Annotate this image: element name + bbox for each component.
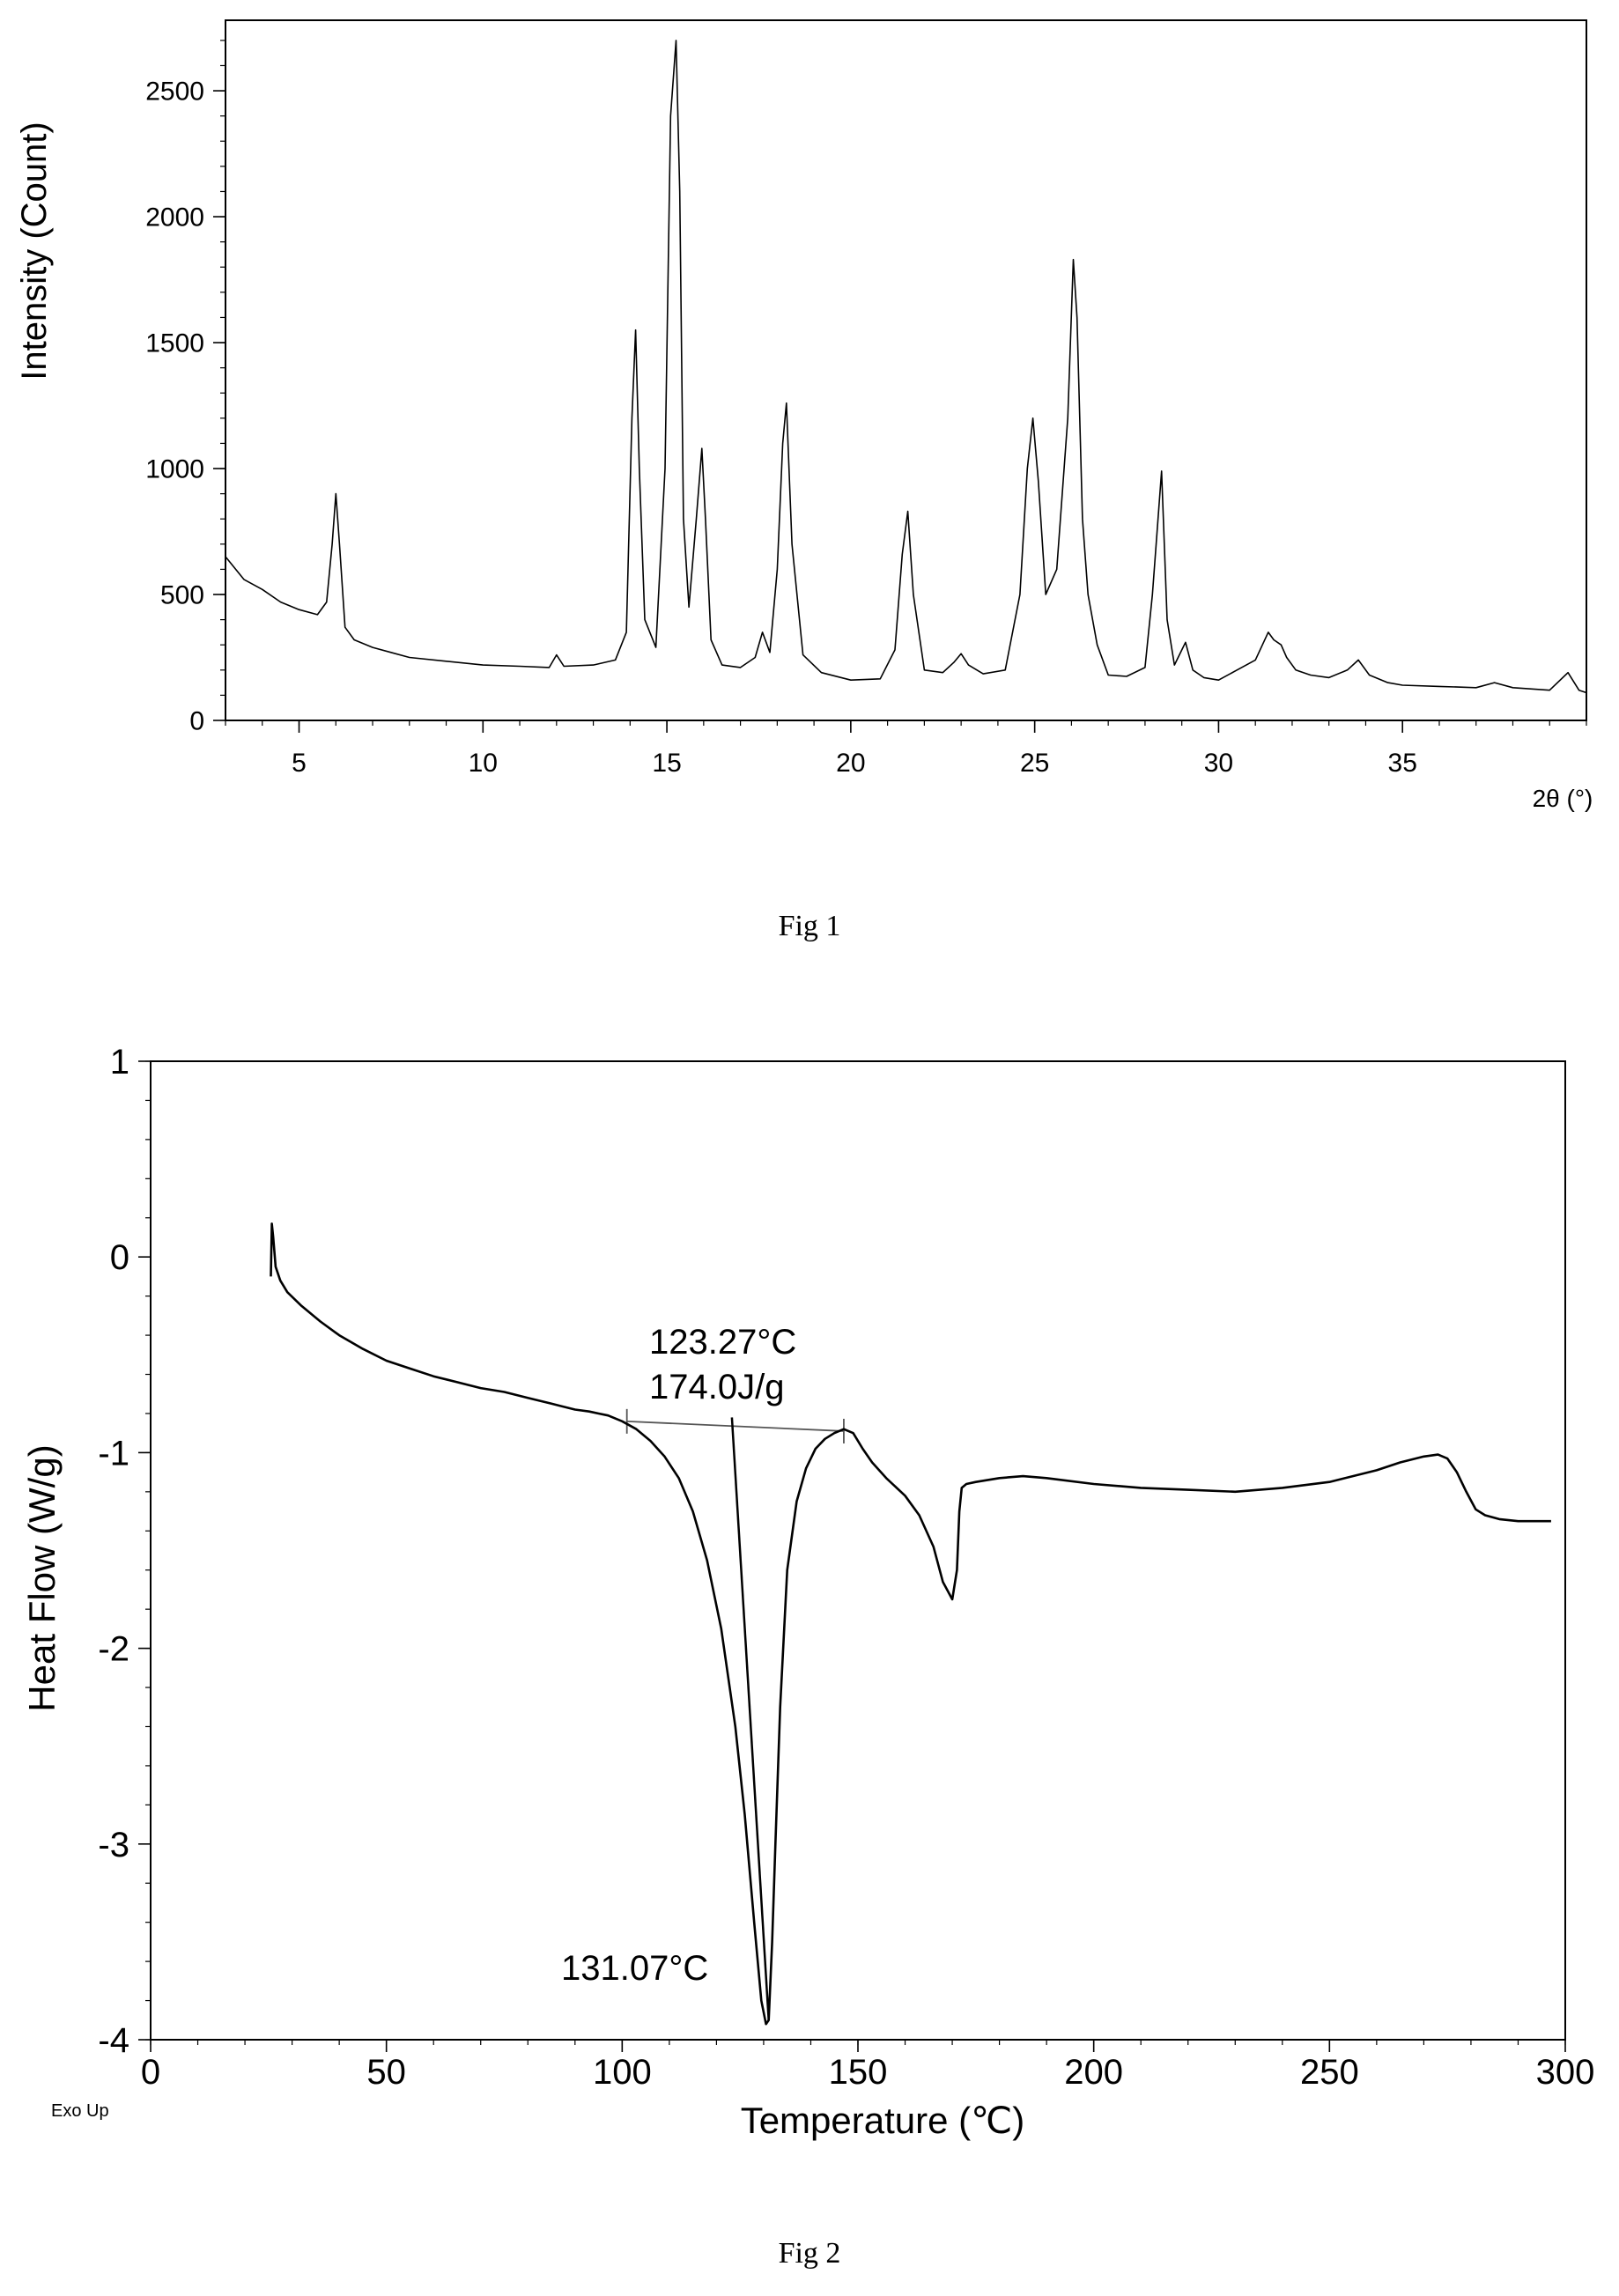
fig1-series-line (225, 40, 1587, 694)
fig1-chart: 5 10 15 20 25 30 35 0 500 1000 1500 2000 2500 Inten… (15, 19, 1593, 942)
y-tick-label: -2 (98, 1630, 129, 1669)
x-tick-label: 200 (1064, 2053, 1123, 2092)
fig2-onset-tangent (730, 1417, 770, 2020)
fig1-caption: Fig 1 (779, 910, 841, 942)
fig2-series-line (270, 1222, 1551, 2026)
x-tick-label: 5 (292, 749, 307, 778)
x-tick-label: 35 (1388, 749, 1417, 778)
y-tick-label: 1000 (145, 455, 204, 484)
fig2-caption: Fig 2 (779, 2237, 841, 2270)
x-tick-label: 0 (141, 2053, 160, 2092)
x-tick-label: 20 (836, 749, 865, 778)
x-tick-label: 150 (829, 2053, 888, 2092)
y-tick-label: 1 (110, 1043, 129, 1082)
fig1-plot-frame (225, 19, 1587, 721)
fig2-annotation-onset: 123.27°C (649, 1323, 796, 1362)
fig1-y-axis: 0 500 1000 1500 2000 2500 (145, 40, 225, 736)
x-tick-label: 30 (1204, 749, 1233, 778)
y-tick-label: -3 (98, 1826, 129, 1864)
y-tick-label: 0 (110, 1238, 129, 1277)
fig1-x-axis-label: 2θ (°) (1533, 785, 1593, 812)
fig2-integration-baseline (626, 1420, 844, 1432)
fig2-y-axis-label: Heat Flow (W/g) (21, 1444, 63, 1711)
y-tick-label: -4 (98, 2021, 129, 2060)
fig2-x-axis-label: Temperature (℃) (741, 2100, 1025, 2141)
fig2-annotation-enthalpy: 174.0J/g (649, 1368, 784, 1406)
fig2-exo-up-label: Exo Up (51, 2101, 109, 2121)
x-tick-label: 300 (1536, 2053, 1595, 2092)
fig2-plot-frame (150, 1060, 1566, 2041)
y-tick-label: 500 (160, 581, 204, 610)
x-tick-label: 25 (1020, 749, 1049, 778)
fig1-y-axis-label: Intensity (Count) (15, 122, 54, 380)
fig2-x-axis: 0 50 100 150 200 250 300 (141, 2040, 1595, 2092)
x-tick-label: 15 (652, 749, 681, 778)
x-tick-label: 10 (469, 749, 498, 778)
y-tick-label: 2500 (145, 78, 204, 107)
y-tick-label: 0 (189, 707, 204, 736)
y-tick-label: -1 (98, 1434, 129, 1473)
x-tick-label: 50 (366, 2053, 406, 2092)
y-tick-label: 2000 (145, 203, 204, 233)
y-tick-label: 1500 (145, 329, 204, 358)
fig2-y-axis: 1 0 -1 -2 -3 -4 (98, 1043, 151, 2060)
fig2-chart: 0 50 100 150 200 250 300 1 0 -1 -2 -3 -4 123.27°C 1… (21, 1043, 1594, 2270)
fig2-annotation-peak: 131.07°C (561, 1949, 708, 1988)
x-tick-label: 100 (593, 2053, 652, 2092)
fig1-x-axis: 5 10 15 20 25 30 35 (225, 720, 1587, 778)
x-tick-label: 250 (1300, 2053, 1359, 2092)
